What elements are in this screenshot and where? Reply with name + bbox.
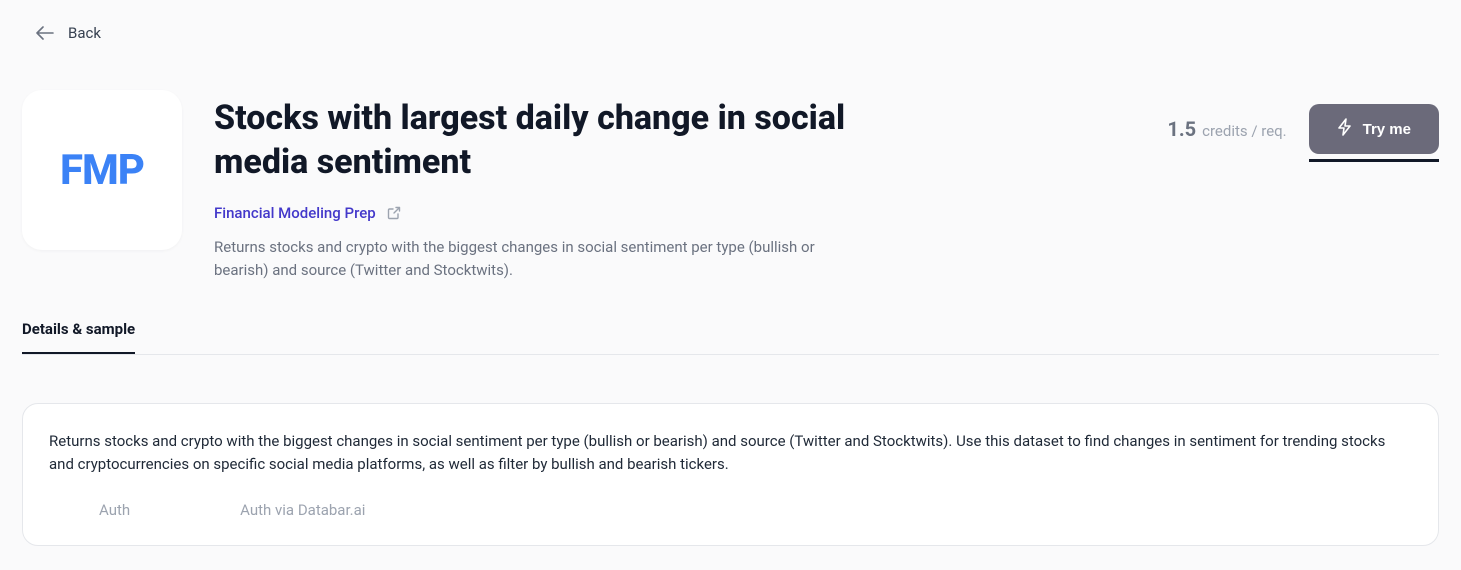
details-card: Returns stocks and crypto with the bigge… (22, 403, 1439, 546)
try-me-button[interactable]: Try me (1309, 104, 1439, 154)
auth-value: Auth via Databar.ai (240, 501, 365, 519)
tab-details-sample[interactable]: Details & sample (22, 320, 135, 354)
lightning-icon (1337, 118, 1353, 140)
short-description: Returns stocks and crypto with the bigge… (214, 236, 834, 281)
credits-value: 1.5 (1167, 117, 1196, 141)
logo-text: FMP (60, 146, 144, 195)
page-title: Stocks with largest daily change in soci… (214, 96, 854, 184)
try-me-label: Try me (1363, 121, 1411, 138)
provider-link[interactable]: Financial Modeling Prep (214, 204, 376, 222)
credits-display: 1.5 credits / req. (1167, 117, 1286, 141)
try-button-underline (1309, 159, 1439, 162)
external-link-icon[interactable] (386, 205, 402, 221)
back-arrow-icon (36, 26, 54, 40)
tabs-container: Details & sample (22, 319, 1439, 355)
back-link[interactable]: Back (22, 24, 1439, 42)
provider-logo: FMP (22, 90, 182, 250)
long-description: Returns stocks and crypto with the bigge… (49, 430, 1412, 475)
auth-label: Auth (99, 501, 130, 519)
credits-label: credits / req. (1202, 122, 1287, 140)
back-label: Back (68, 24, 101, 42)
